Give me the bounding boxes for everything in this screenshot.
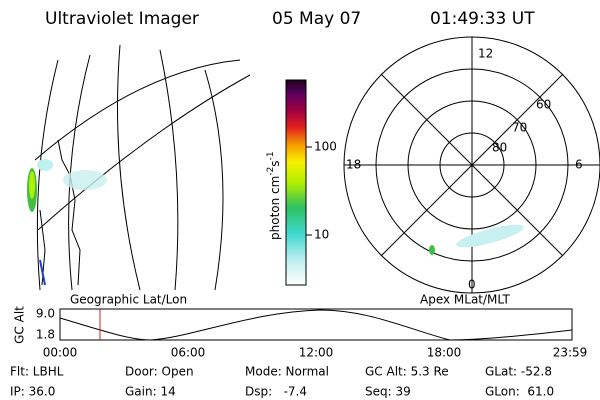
altitude-box bbox=[59, 308, 573, 341]
x-tick-label: 12:00 bbox=[299, 346, 334, 360]
x-tick-label: 18:00 bbox=[427, 346, 462, 360]
lat-label: 80 bbox=[492, 141, 507, 155]
exponent: -1 bbox=[266, 151, 276, 160]
geo-map bbox=[27, 44, 251, 291]
mlt-label: 0 bbox=[468, 278, 476, 292]
status-field: IP: 36.0 bbox=[10, 385, 55, 399]
status-field: Flt: LBHL bbox=[10, 365, 64, 379]
status-field: Dsp: -7.4 bbox=[245, 385, 307, 399]
altitude-label: GC Alt bbox=[13, 306, 27, 344]
colorbar-tick-label: 100 bbox=[314, 140, 337, 154]
unit: photon cm bbox=[268, 176, 282, 240]
panel-title: Apex MLat/MLT bbox=[420, 293, 510, 307]
x-tick-label: 23:59 bbox=[553, 346, 588, 360]
mlt-label: 6 bbox=[575, 158, 583, 172]
exponent: -2 bbox=[266, 167, 276, 176]
colorbar bbox=[285, 79, 307, 286]
status-field: GC Alt: 5.3 Re bbox=[365, 365, 449, 379]
mlt-label: 18 bbox=[346, 158, 361, 172]
panel-title: Geographic Lat/Lon bbox=[70, 293, 187, 307]
date: 05 May 07 bbox=[272, 9, 361, 29]
footer: Flt: LBHL Door: Open Mode: Normal GC Alt: 5… bbox=[10, 365, 554, 399]
status-field: Seq: 39 bbox=[365, 385, 411, 399]
mlt-label: 12 bbox=[478, 47, 493, 61]
lat-label: 60 bbox=[536, 98, 551, 112]
time: 01:49:33 UT bbox=[430, 9, 535, 29]
altitude-curve bbox=[59, 309, 573, 341]
colorbar-label: photon cm-2s-1 bbox=[266, 151, 282, 240]
colorbar-tick-label: 10 bbox=[314, 228, 329, 242]
status-field: GLat: -52.8 bbox=[485, 365, 552, 379]
y-tick-label: 9.0 bbox=[36, 307, 55, 321]
lat-label: 70 bbox=[512, 121, 527, 135]
y-tick-label: 1.8 bbox=[36, 328, 55, 342]
status-field: GLon: 61.0 bbox=[485, 385, 554, 399]
x-tick-label: 00:00 bbox=[43, 346, 78, 360]
polar-plot bbox=[343, 36, 600, 294]
status-field: Door: Open bbox=[125, 365, 194, 379]
x-tick-label: 06:00 bbox=[171, 346, 206, 360]
status-field: Gain: 14 bbox=[125, 385, 176, 399]
status-field: Mode: Normal bbox=[245, 365, 329, 379]
instrument: Ultraviolet Imager bbox=[45, 9, 199, 29]
unit: s bbox=[268, 160, 282, 166]
